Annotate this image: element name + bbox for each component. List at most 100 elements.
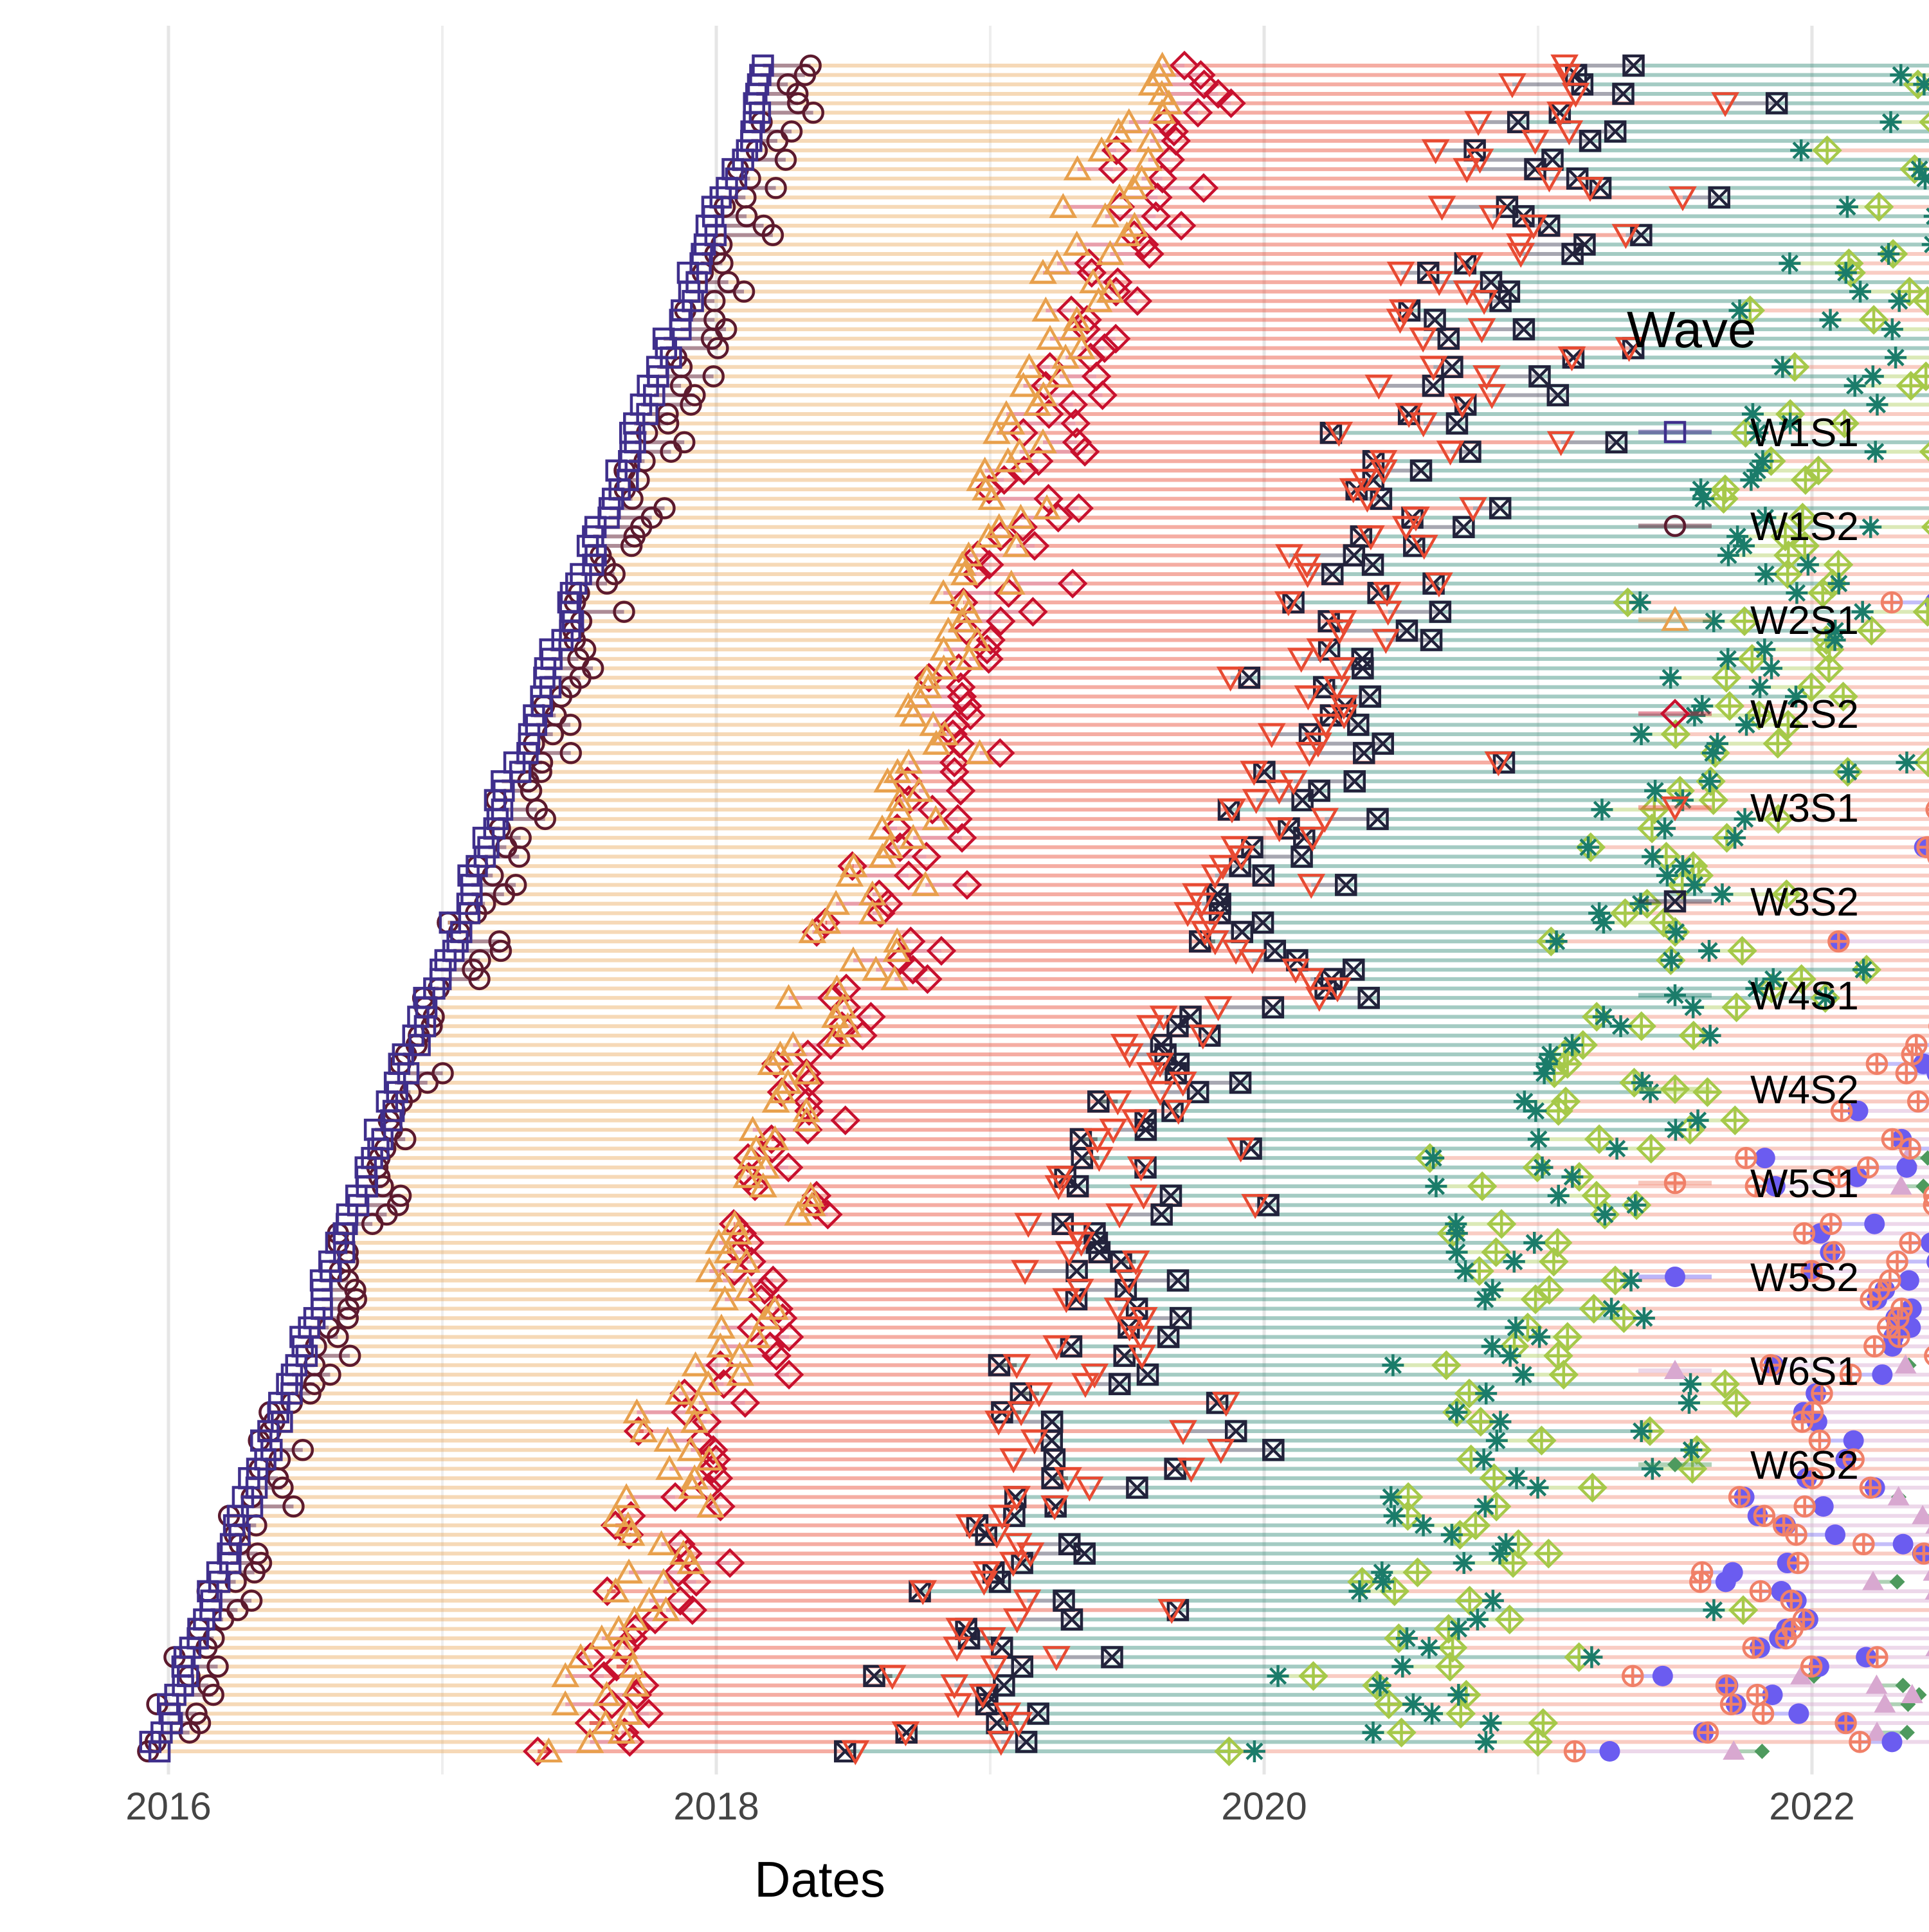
point-W4S1-row-151: [1506, 1467, 1528, 1489]
point-W4S1-row-120: [1425, 1175, 1447, 1197]
point-W4S1-row-47: [1692, 488, 1714, 510]
point-W4S1-row-53: [1717, 545, 1739, 566]
point-W4S1-row-86: [1672, 855, 1694, 877]
point-W4S1-row-165: [1703, 1599, 1725, 1621]
point-W5S2-row-172: [1653, 1666, 1673, 1686]
point-W5S1-row-170: [1867, 1648, 1887, 1667]
point-W4S1-row-105: [1561, 1034, 1583, 1056]
point-W5S1-row-154: [1795, 1497, 1815, 1516]
point-W4S1-row-174: [1447, 1684, 1469, 1706]
point-W4S1-row-26: [1888, 290, 1910, 312]
point-W5S2-row-126: [1921, 1232, 1929, 1253]
point-W4S1-row-94: [1546, 930, 1568, 952]
point-W4S1-row-21: [1878, 243, 1899, 265]
point-W5S1-row-164: [1782, 1591, 1801, 1611]
point-W5S1-row-158: [1854, 1535, 1873, 1554]
legend-marker-W5S1: [1665, 1173, 1685, 1193]
point-W4S1-row-45: [1740, 469, 1762, 491]
legend-label-W3S1: W3S1: [1750, 786, 1859, 831]
point-W4S1-row-33: [1771, 356, 1793, 378]
point-W6S2-row-180: [1754, 1744, 1770, 1759]
legend-label-W2S1: W2S1: [1750, 599, 1859, 643]
point-W4S1-row-102: [1593, 1006, 1615, 1027]
legend-title: Wave: [1627, 301, 1757, 358]
point-W4S1-row-130: [1620, 1270, 1642, 1292]
point-W4S1-row-58: [1629, 591, 1651, 613]
legend-label-W3S2: W3S2: [1750, 880, 1859, 925]
point-W4S1-row-16: [1836, 196, 1858, 218]
point-W4S1-row-153: [1380, 1486, 1402, 1508]
point-W4S1-row-155: [1384, 1505, 1406, 1527]
point-W5S1-row-178: [1698, 1723, 1717, 1742]
legend-label-W4S1: W4S1: [1750, 974, 1859, 1018]
point-W4S1-row-129: [1454, 1260, 1476, 1282]
point-W4S1-row-35: [1844, 375, 1866, 397]
point-W4S1-row-140: [1512, 1364, 1534, 1386]
point-W4S1-row-166: [1467, 1609, 1489, 1630]
point-W5S1-row-108: [1897, 1063, 1916, 1083]
point-W5S1-row-176: [1753, 1704, 1773, 1723]
point-W4S1-row-65: [1761, 657, 1782, 679]
point-W4S1-row-88: [1683, 874, 1705, 896]
point-W4S1-row-115: [1528, 1128, 1550, 1150]
point-W4S1-row-176: [1421, 1702, 1443, 1724]
point-W4S1-row-137: [1481, 1335, 1503, 1357]
point-W4S1-row-55: [1755, 563, 1777, 585]
point-W4S1-row-93: [1665, 921, 1687, 943]
point-W4S1-row-164: [1482, 1590, 1504, 1612]
point-W4S1-row-118: [1532, 1157, 1553, 1178]
point-W4S1-row-87: [1656, 865, 1678, 887]
point-W4S1-row-54: [1797, 554, 1819, 575]
point-W4S1-row-108: [1534, 1062, 1555, 1084]
point-W4S1-row-25: [1849, 281, 1871, 303]
point-W6S2-row-178: [1899, 1725, 1915, 1740]
point-W5S1-row-115: [1883, 1130, 1902, 1149]
point-W4S1-row-72: [1631, 723, 1653, 745]
point-W4S1-row-80: [1591, 799, 1613, 820]
point-W5S1-row-118: [1858, 1158, 1878, 1177]
point-W4S1-row-74: [1702, 742, 1724, 764]
point-W5S1-row-172: [1623, 1666, 1642, 1686]
point-W4S1-row-7: [1880, 111, 1902, 133]
point-W4S1-row-147: [1486, 1430, 1508, 1452]
legend-label-W4S2: W4S2: [1750, 1068, 1859, 1112]
point-W4S1-row-125: [1446, 1222, 1468, 1244]
point-W4S1-row-168: [1396, 1627, 1418, 1649]
legend-label-W1S1: W1S1: [1750, 411, 1859, 455]
legend-marker-W4S2: [1662, 1076, 1688, 1102]
point-W4S1-row-180: [1244, 1740, 1265, 1762]
point-W4S1-row-104: [1699, 1025, 1721, 1047]
point-W5S1-row-126: [1901, 1233, 1920, 1252]
point-W4S1-row-163: [1349, 1580, 1371, 1602]
point-W4S1-row-95: [1698, 940, 1720, 962]
point-W5S1-row-116: [1901, 1139, 1920, 1159]
point-W4S1-row-136: [1528, 1326, 1550, 1348]
point-W5S1-row-175: [1721, 1695, 1741, 1714]
legend-label-W5S1: W5S1: [1750, 1162, 1859, 1206]
point-W5S1-row-171: [1802, 1657, 1821, 1676]
point-W5S1-row-173: [1717, 1675, 1736, 1695]
x-tick-label-2020: 2020: [1221, 1785, 1307, 1828]
point-W4S1-row-75: [1896, 752, 1917, 773]
point-W5S1-row-107: [1867, 1054, 1887, 1074]
point-W4S1-row-122: [1624, 1194, 1646, 1216]
point-W5S1-row-132: [1861, 1290, 1881, 1309]
point-W5S2-row-128: [1926, 1251, 1929, 1272]
point-W4S1-row-157: [1441, 1524, 1463, 1546]
point-W4S1-row-2: [1890, 64, 1912, 86]
point-W4S1-row-138: [1499, 1345, 1521, 1367]
x-axis-title: Dates: [754, 1851, 885, 1908]
point-W4S1-row-169: [1418, 1637, 1440, 1659]
point-W4S1-row-112: [1525, 1100, 1546, 1122]
point-W4S1-row-66: [1660, 667, 1681, 689]
point-W4S1-row-173: [1369, 1674, 1391, 1696]
point-W5S1-row-94: [1829, 932, 1848, 951]
legend-label-W2S2: W2S2: [1750, 692, 1859, 737]
point-W4S1-row-103: [1610, 1015, 1632, 1037]
point-W4S1-row-92: [1593, 912, 1615, 934]
point-W4S1-row-170: [1580, 1647, 1602, 1668]
point-W4S1-row-171: [1391, 1656, 1413, 1677]
point-W4S1-row-29: [1881, 318, 1903, 340]
point-W4S1-row-64: [1717, 648, 1739, 670]
